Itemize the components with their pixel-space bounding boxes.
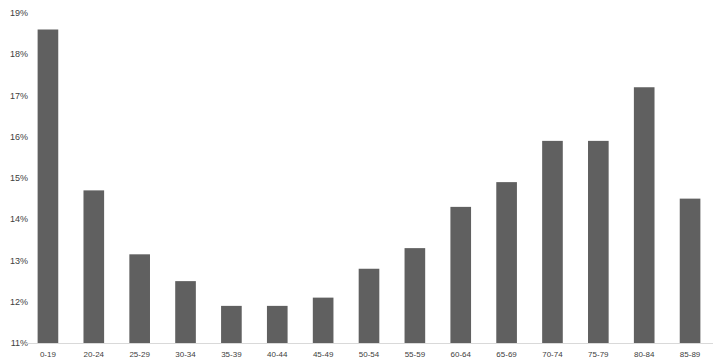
y-tick (23, 136, 25, 137)
y-tick (23, 301, 25, 302)
bar (680, 199, 701, 343)
bar (267, 306, 288, 343)
x-tick-label: 50-54 (359, 350, 380, 359)
bar (634, 87, 655, 343)
bar (221, 306, 242, 343)
x-tick-label: 80-84 (634, 350, 655, 359)
y-tick (23, 13, 25, 14)
x-tick-label: 0-19 (40, 350, 57, 359)
bar (588, 141, 609, 343)
x-tick-label: 55-59 (405, 350, 426, 359)
bars (38, 30, 701, 344)
bar (129, 254, 150, 343)
x-tick-label: 65-69 (496, 350, 517, 359)
x-tick-label: 75-79 (588, 350, 609, 359)
x-tick-label: 60-64 (450, 350, 471, 359)
x-tick-label: 85-89 (680, 350, 701, 359)
y-tick (23, 95, 25, 96)
y-tick (23, 343, 25, 344)
y-tick-label: 14% (10, 214, 28, 224)
chart: 11%12%13%14%15%16%17%18%19%0-1920-2425-2… (0, 0, 720, 363)
y-tick-label: 16% (10, 132, 28, 142)
bar (175, 281, 196, 343)
y-tick-label: 17% (10, 91, 28, 101)
x-tick-label: 70-74 (542, 350, 563, 359)
bar (83, 190, 104, 343)
bar (542, 141, 563, 343)
bar (496, 182, 517, 343)
y-tick (23, 178, 25, 179)
bar (359, 269, 380, 343)
y-tick (23, 260, 25, 261)
y-tick (23, 54, 25, 55)
y-tick-label: 12% (10, 297, 28, 307)
x-tick-label: 20-24 (84, 350, 105, 359)
y-tick-label: 15% (10, 173, 28, 183)
y-tick-label: 19% (10, 8, 28, 18)
bar (313, 298, 334, 343)
x-tick-label: 40-44 (267, 350, 288, 359)
y-tick (23, 219, 25, 220)
bar (405, 248, 426, 343)
y-tick-label: 13% (10, 256, 28, 266)
y-tick-label: 18% (10, 49, 28, 59)
bar (450, 207, 471, 343)
x-tick-label: 45-49 (313, 350, 334, 359)
x-tick-label: 30-34 (175, 350, 196, 359)
bar (38, 30, 59, 344)
x-tick-label: 35-39 (221, 350, 242, 359)
x-axis-line (25, 343, 713, 344)
x-tick-label: 25-29 (129, 350, 150, 359)
